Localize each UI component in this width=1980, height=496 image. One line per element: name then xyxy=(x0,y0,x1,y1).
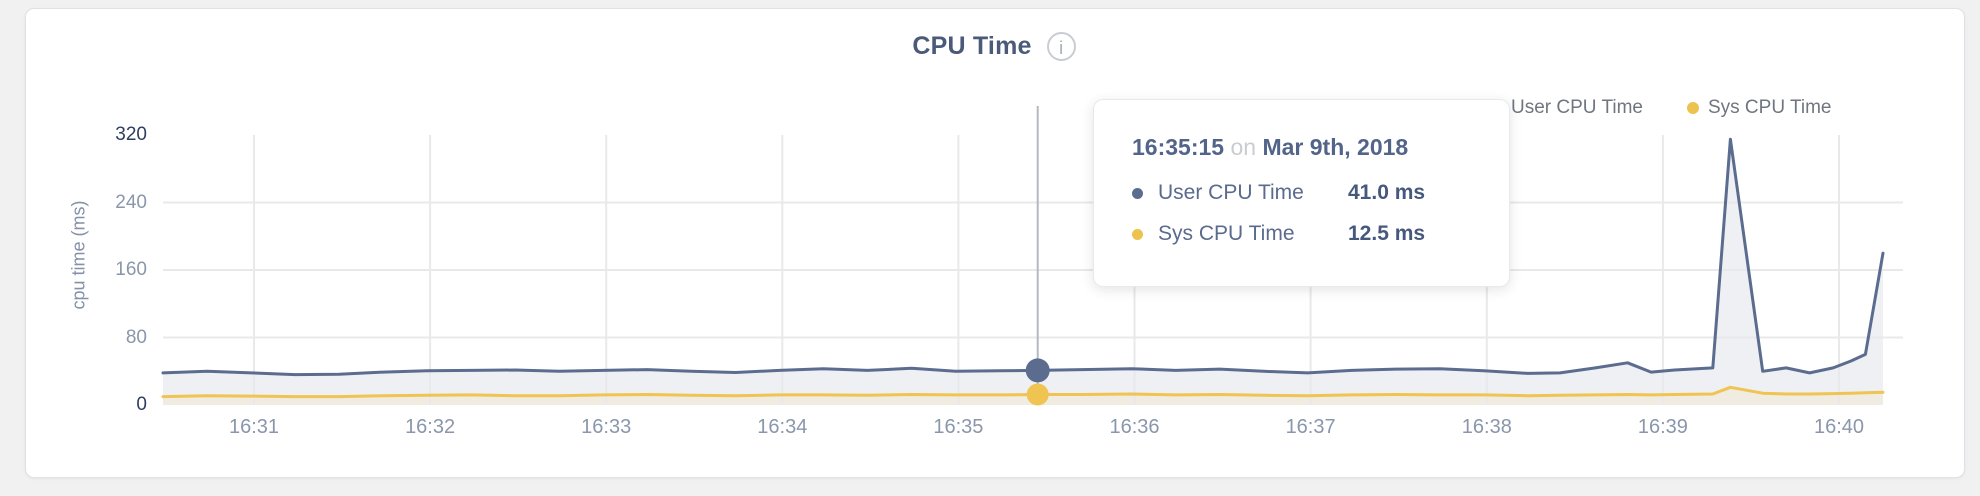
y-tick-label: 0 xyxy=(136,394,147,415)
tooltip-title: 16:35:15 on Mar 9th, 2018 xyxy=(1132,134,1509,161)
x-axis-ticks: 16:31 16:32 16:33 16:34 16:35 16:36 16:37 16:38… xyxy=(0,416,1980,446)
tooltip-row-sys-cpu: Sys CPU Time 12.5 ms xyxy=(1132,218,1509,250)
legend-label-sys-cpu: Sys CPU Time xyxy=(1707,97,1832,118)
y-tick-label: 80 xyxy=(125,326,147,348)
chart-legend: User CPU Time Sys CPU Time xyxy=(1490,96,1832,120)
tooltip-value-user-cpu: 41.0 ms xyxy=(1348,181,1426,204)
sys-cpu-line xyxy=(161,385,1885,399)
tooltip-on-word: on xyxy=(1230,134,1257,160)
hover-dot-user-cpu[interactable] xyxy=(1025,358,1050,383)
x-tick-label: 16:37 xyxy=(1285,416,1336,438)
tooltip-label-sys-cpu: Sys CPU Time xyxy=(1158,222,1295,245)
x-tick-label: 16:40 xyxy=(1813,416,1865,438)
tooltip-label-user-cpu: User CPU Time xyxy=(1158,181,1304,204)
y-tick-label: 240 xyxy=(115,191,147,213)
legend-item-sys-cpu[interactable]: Sys CPU Time xyxy=(1686,97,1832,119)
tooltip-value-sys-cpu: 12.5 ms xyxy=(1348,222,1426,245)
chart-tooltip: 16:35:15 on Mar 9th, 2018 User CPU Time … xyxy=(1093,99,1510,287)
user-cpu-area xyxy=(163,139,1883,405)
y-tick-label: 160 xyxy=(115,259,147,280)
y-axis-ticks: 0 80 160 240 320 xyxy=(0,0,147,496)
chart-title: CPU Time xyxy=(912,31,1032,60)
legend-dot-sys-cpu-icon xyxy=(1686,102,1699,114)
tooltip-dot-user-cpu-icon xyxy=(1132,187,1143,199)
x-tick-label: 16:33 xyxy=(581,416,632,438)
info-icon[interactable]: i xyxy=(1046,31,1076,61)
x-tick-label: 16:32 xyxy=(405,416,456,438)
chart-header: CPU Time i xyxy=(25,28,1963,64)
x-tick-label: 16:36 xyxy=(1109,416,1160,438)
x-tick-label: 16:31 xyxy=(228,416,280,438)
x-tick-label: 16:34 xyxy=(757,416,808,438)
legend-label-user-cpu: User CPU Time xyxy=(1511,97,1643,118)
x-tick-label: 16:38 xyxy=(1461,416,1512,438)
tooltip-dot-sys-cpu-icon xyxy=(1132,228,1143,240)
tooltip-date: Mar 9th, 2018 xyxy=(1262,134,1409,160)
user-cpu-line xyxy=(161,137,1885,377)
info-icon-glyph: i xyxy=(1059,37,1064,58)
legend-item-user-cpu[interactable]: User CPU Time xyxy=(1490,97,1643,119)
tooltip-row-user-cpu: User CPU Time 41.0 ms xyxy=(1132,177,1509,209)
x-tick-label: 16:35 xyxy=(933,416,984,438)
y-tick-label: 320 xyxy=(115,124,147,145)
tooltip-time: 16:35:15 xyxy=(1132,134,1225,160)
hover-dot-sys-cpu[interactable] xyxy=(1026,383,1049,406)
x-tick-label: 16:39 xyxy=(1637,416,1688,438)
